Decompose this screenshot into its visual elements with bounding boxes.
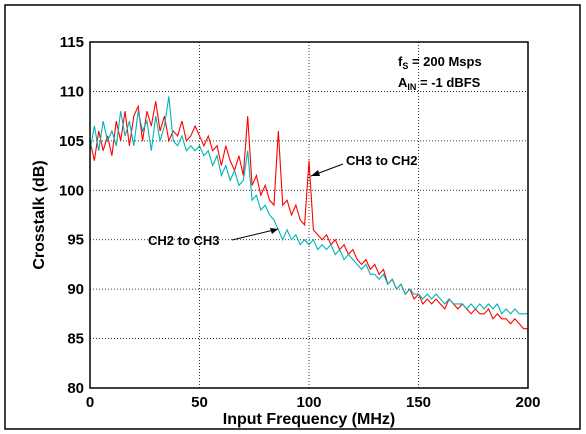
annotation-rest: = -1 dBFS [416,75,480,90]
annotation: fS = 200 Msps [398,54,482,71]
annotation-rest: = 200 Msps [408,54,481,69]
series-label: CH3 to CH2 [346,153,418,168]
y-tick-label: 105 [59,133,84,150]
annotation-arrow [231,228,279,241]
y-axis-title: Crosstalk (dB) [31,160,48,269]
x-tick-label: 50 [191,394,208,411]
x-tick-label: 0 [86,394,94,411]
series-line [89,101,528,330]
series-line [89,96,528,315]
arrow-head [270,228,278,234]
y-tick-label: 85 [67,331,84,348]
annotation-main: f [398,54,403,69]
plot-border [89,41,529,389]
y-tick-label: 80 [67,380,84,397]
x-tick-label: 200 [515,394,540,411]
annotation-sub: S [402,61,408,71]
annotation-main: A [398,75,408,90]
frame [4,4,581,430]
y-tick-label: 90 [67,281,84,298]
annotation-sub: IN [407,82,416,92]
series-label: CH2 to CH3 [148,233,220,248]
y-tick-label: 115 [60,34,84,51]
x-tick-label: 150 [406,394,431,411]
y-tick-label: 95 [67,232,84,249]
x-axis-title: Input Frequency (MHz) [223,411,395,428]
arrow-head [311,170,320,176]
y-tick-label: 110 [60,83,84,100]
y-tick-label: 100 [59,182,84,199]
annotation: AIN = -1 dBFS [398,75,481,92]
x-tick-label: 100 [296,394,321,411]
